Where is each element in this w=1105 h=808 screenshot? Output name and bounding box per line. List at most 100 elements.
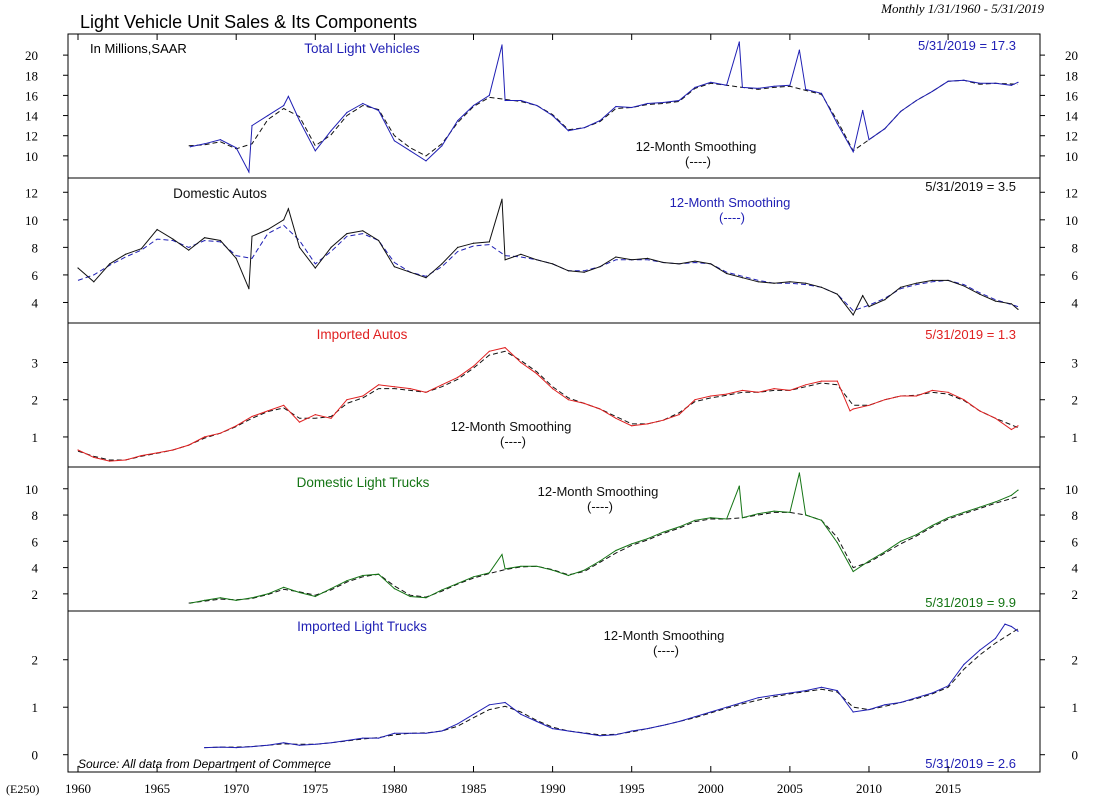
data-point <box>852 570 854 573</box>
data-point <box>362 574 364 577</box>
data-point <box>900 286 902 288</box>
data-point <box>947 517 949 519</box>
smoothing-glyph: (----) <box>685 154 711 169</box>
data-point <box>393 588 395 590</box>
x-tick-label: 1995 <box>619 781 645 796</box>
data-point <box>536 720 538 723</box>
data-point <box>441 145 443 147</box>
series-line <box>190 41 1019 174</box>
y-tick-label-right: 2 <box>1072 587 1079 602</box>
data-point <box>805 88 807 90</box>
data-point <box>757 697 759 699</box>
data-point <box>884 128 886 130</box>
data-point <box>836 542 838 544</box>
smoothing-line <box>77 224 1019 312</box>
data-point <box>979 293 981 295</box>
chart-frame <box>67 33 1041 773</box>
panel-title: Imported Light Trucks <box>297 619 427 634</box>
data-point <box>504 99 506 102</box>
data-point <box>820 686 823 688</box>
data-point <box>994 417 997 419</box>
data-point <box>204 599 206 602</box>
data-point <box>884 551 886 553</box>
data-point <box>900 110 902 113</box>
data-point <box>757 391 759 393</box>
data-point <box>947 391 949 393</box>
data-point <box>567 574 570 577</box>
data-point <box>820 286 823 288</box>
data-point <box>773 85 775 87</box>
data-point <box>1010 494 1013 496</box>
data-point <box>189 146 191 148</box>
data-point <box>378 384 380 386</box>
data-point <box>156 452 158 454</box>
y-tick-label-left: 16 <box>25 88 39 103</box>
data-point <box>189 602 191 604</box>
data-point <box>599 120 601 122</box>
data-point <box>726 706 728 708</box>
latest-value: 5/31/2019 = 2.6 <box>925 756 1016 771</box>
y-tick-label-right: 1 <box>1072 430 1079 445</box>
data-point <box>615 256 617 258</box>
y-tick-label-left: 8 <box>32 240 39 255</box>
data-point <box>457 376 459 378</box>
data-point <box>662 724 664 726</box>
data-point <box>741 517 744 519</box>
y-tick-label-left: 2 <box>32 653 39 668</box>
data-point <box>884 299 886 301</box>
data-point <box>1017 81 1019 83</box>
y-tick-label-right: 12 <box>1065 129 1078 144</box>
y-tick-label-left: 12 <box>25 185 38 200</box>
data-point <box>599 266 601 268</box>
y-tick-label-left: 8 <box>32 508 39 523</box>
data-point <box>915 697 918 699</box>
y-tick-label-right: 4 <box>1072 295 1079 310</box>
data-point <box>798 49 801 51</box>
data-point <box>798 472 801 474</box>
data-point <box>314 414 316 416</box>
data-point <box>156 228 158 231</box>
data-point <box>694 716 696 718</box>
data-point <box>472 713 475 715</box>
data-point <box>520 565 522 567</box>
data-point <box>425 277 427 279</box>
data-point <box>852 314 854 316</box>
data-point <box>1004 623 1006 625</box>
y-tick-label-left: 6 <box>32 534 39 549</box>
data-point <box>124 253 127 255</box>
data-point <box>963 511 965 513</box>
data-point <box>710 517 712 519</box>
data-point <box>789 84 791 86</box>
data-point <box>536 565 538 567</box>
data-point <box>662 261 664 264</box>
y-tick-label-right: 6 <box>1072 268 1079 283</box>
y-tick-label-right: 10 <box>1065 213 1078 228</box>
data-point <box>805 384 807 386</box>
data-point <box>773 510 775 512</box>
data-point <box>694 399 696 401</box>
data-point <box>820 92 823 94</box>
y-tick-label-right: 4 <box>1072 561 1079 576</box>
data-point <box>298 744 301 746</box>
data-point <box>1017 630 1019 632</box>
data-point <box>140 248 142 250</box>
data-point <box>536 259 538 261</box>
data-point <box>947 80 949 82</box>
data-point <box>251 597 253 599</box>
data-point <box>409 271 411 273</box>
data-point <box>488 241 490 243</box>
data-point <box>204 747 206 749</box>
data-point <box>678 414 680 416</box>
data-point <box>862 109 864 112</box>
data-point <box>552 115 554 117</box>
data-point <box>457 246 459 248</box>
x-tick-label: 1975 <box>302 781 328 796</box>
data-point <box>219 597 221 599</box>
data-point <box>441 730 443 732</box>
data-point <box>646 102 649 105</box>
x-tick-label: 1960 <box>65 781 91 796</box>
data-point <box>738 41 740 43</box>
data-point <box>330 246 332 248</box>
data-point <box>346 233 348 235</box>
